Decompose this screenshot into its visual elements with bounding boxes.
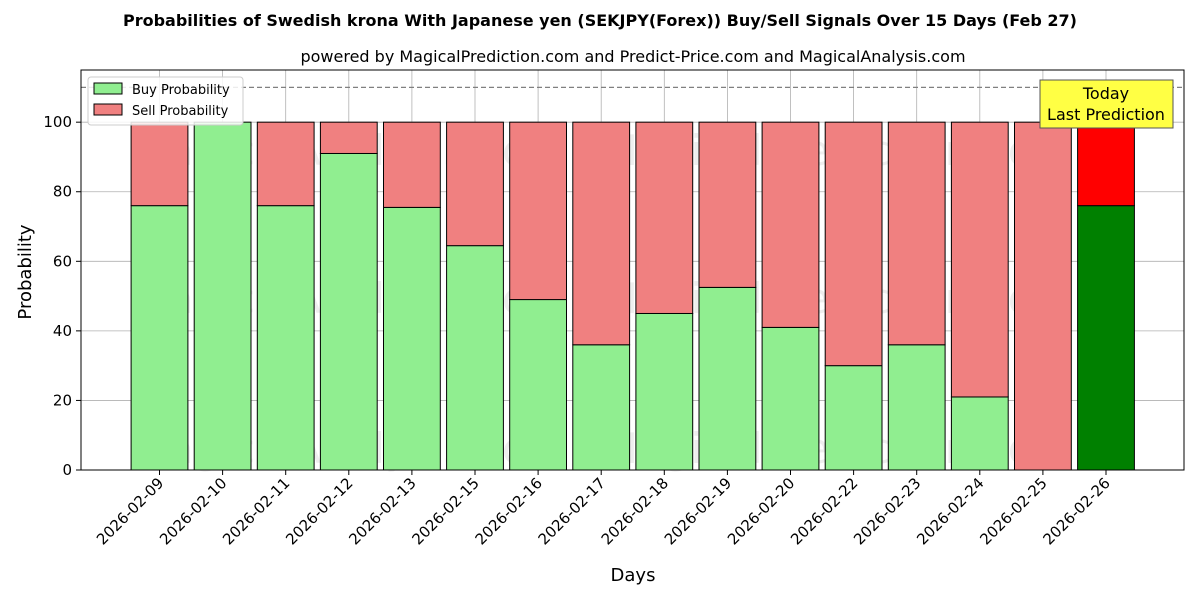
bar-buy — [761, 326, 820, 471]
y-tick-label: 40 — [53, 322, 72, 340]
bar-sell — [635, 121, 694, 314]
legend-label-sell: Sell Probability — [132, 104, 229, 119]
bar-buy — [193, 121, 252, 471]
x-tick-label: 2026-02-16 — [472, 474, 546, 548]
today-annotation: Today Last Prediction — [1039, 79, 1174, 129]
bar-buy — [635, 312, 694, 471]
x-tick-label: 2026-02-15 — [408, 474, 482, 548]
legend-box — [87, 76, 244, 126]
x-tick-label: 2026-02-18 — [598, 474, 672, 548]
x-tick-label: 2026-02-09 — [93, 474, 167, 548]
x-tick-label: 2026-02-17 — [535, 474, 609, 548]
y-axis-label: Probability — [15, 224, 36, 319]
bar-sell — [383, 121, 441, 208]
plot-frame — [80, 69, 1185, 471]
bar-sell — [761, 121, 820, 328]
bar-buy — [698, 286, 757, 471]
bar-sell — [1014, 121, 1072, 471]
y-tick-label: 100 — [43, 113, 72, 131]
bar-sell — [319, 121, 378, 154]
bar-buy — [1077, 205, 1135, 471]
bar-sell — [130, 121, 189, 207]
bars-layer — [81, 86, 1184, 471]
x-tick-label: 2026-02-11 — [219, 474, 293, 548]
bar-sell — [256, 121, 315, 207]
bar-sell — [509, 121, 568, 301]
x-tick-label: 2026-02-23 — [850, 474, 924, 548]
annotation-line2: Last Prediction — [1047, 105, 1165, 124]
bar-sell — [698, 121, 757, 288]
bar-buy — [572, 344, 631, 471]
bar-buy — [509, 299, 568, 471]
bar-buy — [130, 205, 189, 471]
bar-buy — [887, 344, 946, 471]
legend-label-buy: Buy Probability — [132, 83, 230, 98]
x-tick-label: 2026-02-20 — [724, 474, 798, 548]
bar-buy — [319, 152, 378, 471]
y-tick-label: 60 — [53, 252, 72, 270]
x-axis-label: Days — [611, 565, 656, 586]
annotation-line1: Today — [1082, 84, 1129, 103]
bar-buy — [256, 205, 315, 471]
legend-swatch-sell — [93, 103, 123, 116]
chart-subtitle: powered by MagicalPrediction.com and Pre… — [300, 47, 965, 66]
chart-title: Probabilities of Swedish krona With Japa… — [123, 11, 1077, 30]
annotation-box — [1039, 79, 1174, 129]
bar-sell — [887, 121, 946, 346]
x-tick-label: 2026-02-19 — [661, 474, 735, 548]
bar-buy — [950, 396, 1009, 471]
y-tick-label: 20 — [53, 391, 72, 409]
x-tick-label: 2026-02-26 — [1039, 474, 1113, 548]
bar-buy — [383, 206, 441, 471]
x-tick-label: 2026-02-13 — [345, 474, 419, 548]
bar-sell — [1077, 121, 1135, 207]
x-tick-label: 2026-02-12 — [282, 474, 356, 548]
bar-sell — [572, 121, 631, 346]
x-tick-label: 2026-02-25 — [976, 474, 1050, 548]
bar-sell — [446, 121, 504, 247]
x-tick-label: 2026-02-24 — [913, 474, 987, 548]
bar-buy — [824, 365, 883, 471]
y-tick-label: 0 — [62, 461, 72, 479]
x-tick-label: 2026-02-22 — [787, 474, 861, 548]
legend-swatch-buy — [93, 82, 123, 95]
bar-buy — [446, 245, 504, 471]
y-tick-label: 80 — [53, 183, 72, 201]
legend: Buy Probability Sell Probability — [87, 76, 244, 126]
bar-sell — [950, 121, 1009, 398]
x-tick-label: 2026-02-10 — [156, 474, 230, 548]
bar-sell — [824, 121, 883, 367]
